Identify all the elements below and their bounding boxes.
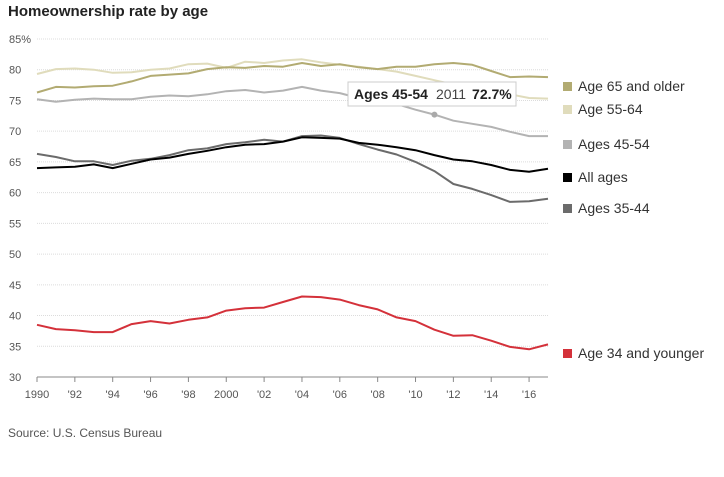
legend: Age 65 and older Age 55-64 Ages 45-54 All a… — [563, 78, 704, 361]
x-axis-ticks: 1990 '92 '94 '96 '98 2000 '02 '04 '06 '08 '10 '12 '1… — [25, 377, 536, 401]
legend-swatch — [563, 140, 572, 149]
legend-label: All ages — [578, 169, 628, 185]
x-tick-label: '06 — [333, 389, 347, 401]
tooltip: Ages 45-54 2011 72.7% — [347, 81, 517, 118]
y-tick-label: 60 — [9, 188, 21, 200]
x-tick-label: '02 — [257, 389, 271, 401]
x-tick-label: '96 — [143, 389, 157, 401]
tooltip-text: Ages 45-54 2011 72.7% — [354, 86, 512, 102]
legend-swatch — [563, 105, 572, 114]
x-tick-label: '12 — [446, 389, 460, 401]
tooltip-box — [347, 81, 517, 107]
legend-swatch — [563, 204, 572, 213]
legend-swatch — [563, 349, 572, 358]
grid-lines — [37, 38, 548, 378]
legend-label: Age 65 and older — [578, 78, 685, 94]
y-tick-label: 35 — [9, 341, 21, 353]
x-tick-label: '94 — [106, 389, 120, 401]
y-tick-label: 55 — [9, 218, 21, 230]
y-tick-label: 30 — [9, 372, 21, 384]
series-line-age-65-and-older — [36, 62, 549, 94]
tooltip-point — [431, 111, 438, 118]
legend-label: Age 34 and younger — [578, 345, 704, 361]
y-tick-label: 65 — [9, 157, 21, 169]
x-tick-label: '14 — [484, 389, 498, 401]
x-tick-label: '98 — [181, 389, 195, 401]
x-tick-label: '10 — [408, 389, 422, 401]
x-tick-label: '04 — [295, 389, 309, 401]
y-tick-label: 45 — [9, 280, 21, 292]
x-tick-label: '16 — [522, 389, 536, 401]
y-tick-label: 85% — [9, 34, 31, 46]
series-line-all-ages — [36, 136, 549, 173]
y-tick-label: 70 — [9, 126, 21, 138]
x-tick-label: '08 — [370, 389, 384, 401]
legend-label: Ages 45-54 — [578, 136, 650, 152]
legend-swatch — [563, 82, 572, 91]
y-tick-label: 75 — [9, 95, 21, 107]
legend-label: Age 55-64 — [578, 101, 643, 117]
source-note: Source: U.S. Census Bureau — [8, 426, 163, 440]
y-tick-label: 40 — [9, 311, 21, 323]
x-tick-label: 1990 — [25, 389, 49, 401]
homeownership-line-chart: 30 35 40 45 50 55 60 65 70 75 80 85% 1990 '92 '94 '96 '… — [9, 34, 704, 401]
x-tick-label: 2000 — [214, 389, 238, 401]
series-line-age-34-and-younger — [36, 295, 549, 351]
y-axis-ticks: 30 35 40 45 50 55 60 65 70 75 80 85% — [9, 34, 31, 384]
legend-swatch — [563, 173, 572, 182]
x-tick-label: '92 — [68, 389, 82, 401]
y-tick-label: 80 — [9, 65, 21, 77]
y-tick-label: 50 — [9, 249, 21, 261]
chart-title: Homeownership rate by age — [8, 3, 209, 20]
legend-label: Ages 35-44 — [578, 200, 650, 216]
series-line-ages-45-54 — [36, 85, 548, 138]
